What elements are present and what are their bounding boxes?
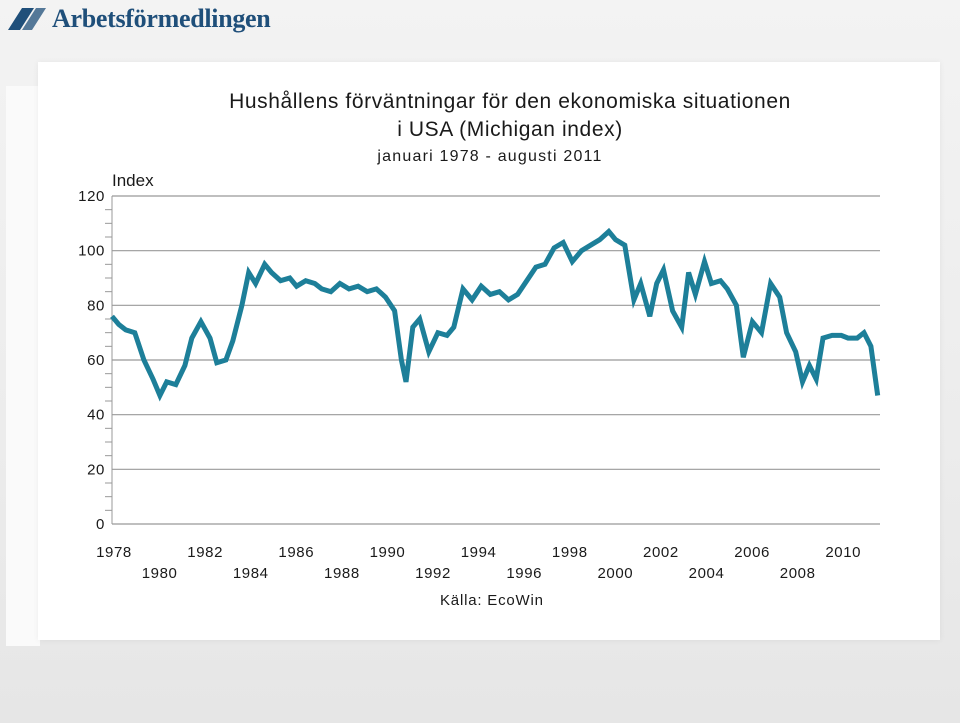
x-tick-label: 1980 [142,565,178,582]
logo: Arbetsförmedlingen [8,4,271,34]
x-tick-label: 1982 [187,544,223,561]
y-axis-label: Index [112,171,154,190]
x-tick-label: 1978 [96,544,132,561]
x-tick-label: 2002 [643,544,679,561]
x-tick-label: 2010 [825,544,861,561]
x-tick-label: 1986 [278,544,314,561]
y-tick-label: 100 [78,243,105,260]
x-tick-label: 1994 [461,544,497,561]
chart-title-line2: i USA (Michigan index) [397,118,623,141]
x-tick-label: 1998 [552,544,588,561]
y-tick-label: 0 [96,516,105,533]
x-axis: 1978 1982 1986 1990 1994 1998 2002 2006 2010 1980… [96,544,861,582]
grid [112,195,880,525]
background-sheet [6,86,40,646]
x-tick-label: 1996 [506,565,542,582]
y-tick-label: 80 [87,297,105,314]
x-tick-label: 1992 [415,565,451,582]
arbetsformedlingen-logo-icon [8,8,46,30]
y-tick-label: 120 [78,188,105,205]
x-tick-label: 2006 [734,544,770,561]
x-tick-label: 1990 [370,544,406,561]
chart-subtitle: januari 1978 - augusti 2011 [377,148,603,165]
y-tick-label: 60 [87,352,105,369]
chart-title: Hushållens förväntningar för den ekonomi… [229,90,791,113]
x-tick-label: 2004 [689,565,725,582]
series-group [110,227,881,402]
y-axis: 0 20 40 60 80 100 120 [78,188,113,533]
x-tick-label: 1988 [324,565,360,582]
logo-text: Arbetsförmedlingen [52,4,271,33]
x-tick-label: 2008 [780,565,816,582]
series-line [110,227,881,402]
y-tick-label: 20 [87,461,105,478]
x-tick-label: 1984 [233,565,269,582]
x-tick-label: 2000 [597,565,633,582]
source-label: Källa: EcoWin [440,592,544,609]
y-tick-label: 40 [87,407,105,424]
